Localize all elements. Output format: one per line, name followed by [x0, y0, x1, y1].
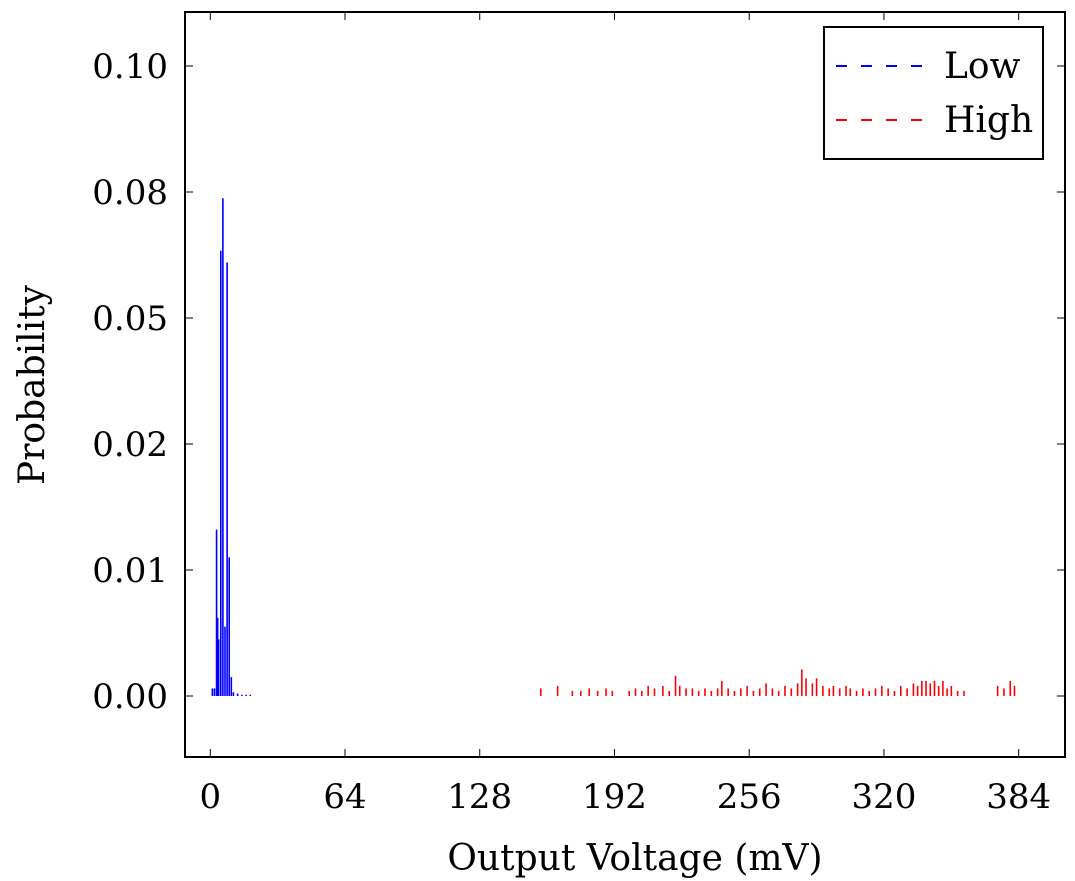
y-tick-label: 0.10 — [92, 47, 168, 87]
legend-label-low: Low — [944, 46, 1021, 87]
x-tick-label: 192 — [582, 777, 647, 817]
x-tick-label: 128 — [447, 777, 512, 817]
x-tick-label: 0 — [199, 777, 221, 817]
y-tick-label: 0.08 — [92, 173, 168, 213]
y-tick-label: 0.01 — [92, 551, 168, 591]
x-tick-label: 384 — [986, 777, 1051, 817]
plot-frame — [184, 11, 1066, 758]
y-axis-label: Probability — [12, 284, 53, 485]
bars-layer — [211, 198, 1016, 696]
x-tick-label: 256 — [717, 777, 782, 817]
x-tick-label: 320 — [851, 777, 916, 817]
y-tick-label: 0.05 — [92, 299, 168, 339]
x-tick-label: 64 — [323, 777, 366, 817]
legend: Low High — [823, 26, 1044, 160]
y-tick-label: 0.00 — [92, 677, 168, 717]
ticks-layer: 0 64 128 192 256 320 384 0.00 0.01 0.02 0.05 0.08 0.… — [92, 12, 1065, 817]
y-tick-label: 0.02 — [92, 425, 168, 465]
x-axis-label: Output Voltage (mV) — [447, 838, 822, 879]
legend-label-high: High — [944, 100, 1033, 141]
legend-box — [823, 26, 1044, 160]
